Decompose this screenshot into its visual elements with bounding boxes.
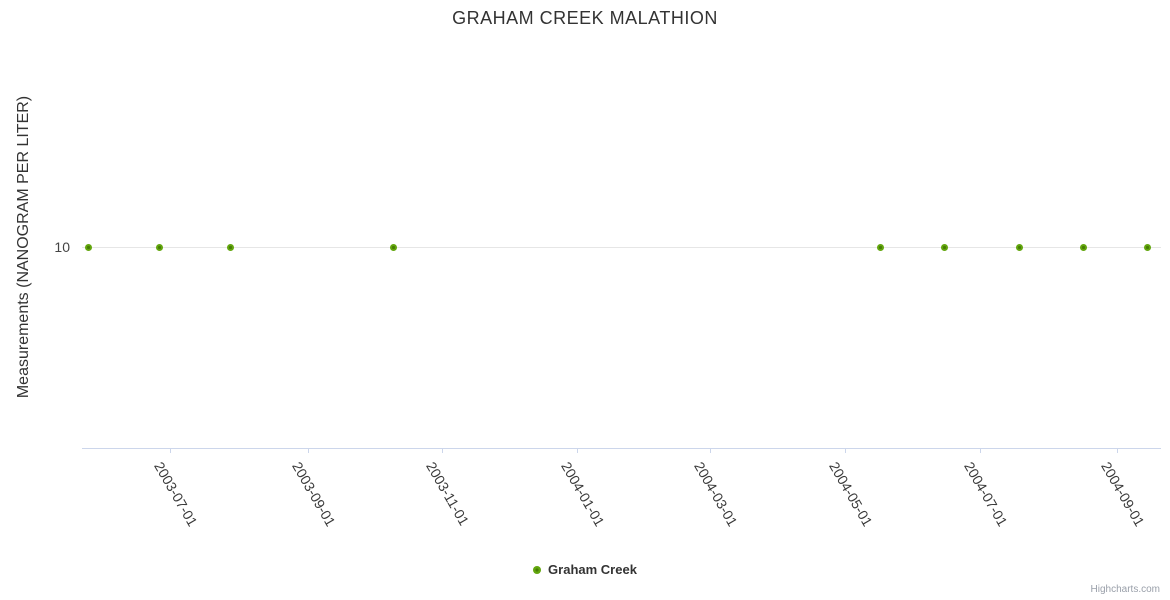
data-point[interactable] [940, 243, 948, 251]
x-axis-tick-mark [710, 448, 711, 453]
x-axis-tick-label: 2003-07-01 [151, 459, 201, 530]
data-point[interactable] [1080, 243, 1088, 251]
data-point[interactable] [876, 243, 884, 251]
data-point[interactable] [85, 243, 93, 251]
x-axis-tick-label: 2003-11-01 [423, 459, 473, 529]
x-axis-tick-mark [170, 448, 171, 453]
legend-label: Graham Creek [548, 562, 637, 577]
x-axis-tick-label: 2004-03-01 [691, 459, 741, 530]
x-axis-tick-label: 2004-07-01 [961, 459, 1011, 530]
highcharts-credits-link[interactable]: Highcharts.com [1090, 584, 1160, 595]
x-axis-tick-mark [577, 448, 578, 453]
data-point[interactable] [1015, 243, 1023, 251]
data-point[interactable] [1144, 243, 1152, 251]
x-axis-line [82, 448, 1161, 449]
x-axis-tick-mark [845, 448, 846, 453]
x-axis-tick-mark [980, 448, 981, 453]
data-point[interactable] [390, 243, 398, 251]
x-axis-tick-label: 2004-01-01 [558, 459, 608, 530]
data-point[interactable] [155, 243, 163, 251]
x-axis-tick-label: 2004-05-01 [826, 459, 876, 530]
y-axis-tick-label: 10 [54, 239, 70, 255]
x-axis-tick-label: 2004-09-01 [1098, 459, 1148, 530]
chart-title: GRAHAM CREEK MALATHION [452, 8, 718, 28]
x-axis-tick-mark [442, 448, 443, 453]
data-point[interactable] [226, 243, 234, 251]
x-axis-tick-mark [308, 448, 309, 453]
legend-marker-icon [533, 565, 542, 574]
x-axis-tick-mark [1117, 448, 1118, 453]
y-gridline [82, 247, 1161, 248]
legend-item-graham-creek[interactable]: Graham Creek [0, 562, 1170, 577]
x-axis-tick-label: 2003-09-01 [289, 459, 339, 530]
